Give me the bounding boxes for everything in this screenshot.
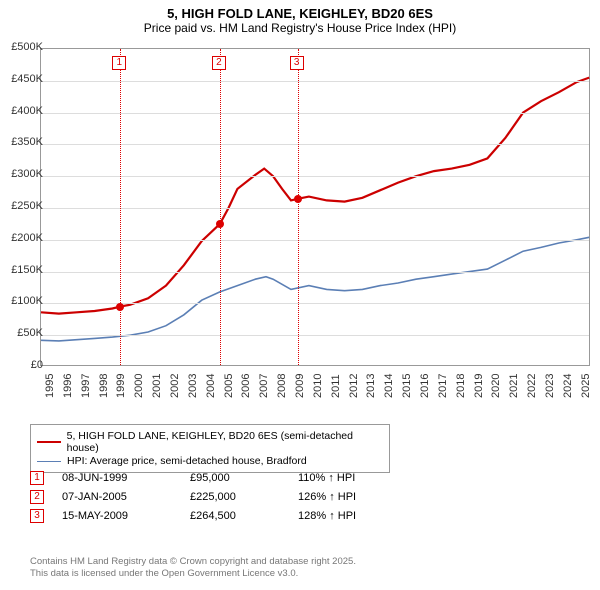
table-hpi: 110% ↑ HPI bbox=[298, 472, 355, 484]
title-line1: 5, HIGH FOLD LANE, KEIGHLEY, BD20 6ES bbox=[0, 6, 600, 21]
x-tick-label: 2007 bbox=[258, 374, 270, 398]
x-tick-label: 2009 bbox=[294, 374, 306, 398]
event-vline bbox=[120, 49, 121, 365]
legend-swatch bbox=[37, 441, 61, 443]
table-marker: 3 bbox=[30, 509, 44, 523]
title-line2: Price paid vs. HM Land Registry's House … bbox=[0, 21, 600, 35]
x-tick-label: 2003 bbox=[187, 374, 199, 398]
gridline-h bbox=[41, 208, 589, 209]
x-tick-label: 1995 bbox=[44, 374, 56, 398]
gridline-h bbox=[41, 81, 589, 82]
title-block: 5, HIGH FOLD LANE, KEIGHLEY, BD20 6ES Pr… bbox=[0, 0, 600, 37]
event-marker-box: 3 bbox=[290, 56, 304, 70]
x-tick-label: 2008 bbox=[276, 374, 288, 398]
table-row: 2 07-JAN-2005 £225,000 126% ↑ HPI bbox=[30, 490, 356, 504]
y-tick-label: £100K bbox=[0, 295, 43, 307]
event-vline bbox=[220, 49, 221, 365]
event-marker-box: 2 bbox=[212, 56, 226, 70]
y-tick-label: £500K bbox=[0, 41, 43, 53]
x-tick-label: 2020 bbox=[490, 374, 502, 398]
table-date: 07-JAN-2005 bbox=[62, 491, 172, 503]
gridline-h bbox=[41, 113, 589, 114]
y-tick-label: £150K bbox=[0, 264, 43, 276]
price-table: 1 08-JUN-1999 £95,000 110% ↑ HPI 2 07-JAN-200… bbox=[30, 466, 356, 528]
table-row: 1 08-JUN-1999 £95,000 110% ↑ HPI bbox=[30, 471, 356, 485]
table-hpi: 128% ↑ HPI bbox=[298, 510, 356, 522]
x-tick-label: 2013 bbox=[365, 374, 377, 398]
x-tick-label: 1996 bbox=[62, 374, 74, 398]
table-price: £225,000 bbox=[190, 491, 280, 503]
x-tick-label: 1998 bbox=[98, 374, 110, 398]
table-hpi: 126% ↑ HPI bbox=[298, 491, 356, 503]
x-tick-label: 2001 bbox=[151, 374, 163, 398]
gridline-h bbox=[41, 240, 589, 241]
table-price: £95,000 bbox=[190, 472, 280, 484]
y-tick-label: £0 bbox=[0, 359, 43, 371]
x-tick-label: 2002 bbox=[169, 374, 181, 398]
y-tick-label: £350K bbox=[0, 136, 43, 148]
y-tick-label: £200K bbox=[0, 232, 43, 244]
event-point bbox=[294, 195, 302, 203]
x-tick-label: 2024 bbox=[562, 374, 574, 398]
x-tick-label: 2004 bbox=[205, 374, 217, 398]
gridline-h bbox=[41, 144, 589, 145]
x-tick-label: 2022 bbox=[526, 374, 538, 398]
chart-container: 5, HIGH FOLD LANE, KEIGHLEY, BD20 6ES Pr… bbox=[0, 0, 600, 590]
y-tick-label: £450K bbox=[0, 73, 43, 85]
x-tick-label: 2017 bbox=[437, 374, 449, 398]
x-tick-label: 2005 bbox=[223, 374, 235, 398]
x-tick-label: 1997 bbox=[80, 374, 92, 398]
x-tick-label: 2015 bbox=[401, 374, 413, 398]
gridline-h bbox=[41, 272, 589, 273]
x-tick-label: 2006 bbox=[240, 374, 252, 398]
x-tick-label: 2018 bbox=[455, 374, 467, 398]
x-tick-label: 2021 bbox=[508, 374, 520, 398]
y-tick-label: £300K bbox=[0, 168, 43, 180]
y-tick-label: £400K bbox=[0, 105, 43, 117]
event-point bbox=[116, 303, 124, 311]
event-vline bbox=[298, 49, 299, 365]
legend-label: 5, HIGH FOLD LANE, KEIGHLEY, BD20 6ES (s… bbox=[67, 430, 383, 454]
gridline-h bbox=[41, 176, 589, 177]
x-tick-label: 2025 bbox=[580, 374, 592, 398]
x-tick-label: 1999 bbox=[115, 374, 127, 398]
x-tick-label: 2012 bbox=[348, 374, 360, 398]
x-tick-label: 2014 bbox=[383, 374, 395, 398]
x-tick-label: 2023 bbox=[544, 374, 556, 398]
x-tick-label: 2010 bbox=[312, 374, 324, 398]
table-row: 3 15-MAY-2009 £264,500 128% ↑ HPI bbox=[30, 509, 356, 523]
y-tick-label: £250K bbox=[0, 200, 43, 212]
x-tick-label: 2011 bbox=[330, 374, 342, 398]
attribution: Contains HM Land Registry data © Crown c… bbox=[30, 556, 356, 581]
x-tick-label: 2019 bbox=[473, 374, 485, 398]
series-hpi bbox=[41, 237, 589, 341]
table-date: 08-JUN-1999 bbox=[62, 472, 172, 484]
event-point bbox=[216, 220, 224, 228]
plot-area bbox=[40, 48, 590, 366]
table-date: 15-MAY-2009 bbox=[62, 510, 172, 522]
x-tick-label: 2016 bbox=[419, 374, 431, 398]
table-marker: 1 bbox=[30, 471, 44, 485]
event-marker-box: 1 bbox=[112, 56, 126, 70]
table-marker: 2 bbox=[30, 490, 44, 504]
x-tick-label: 2000 bbox=[133, 374, 145, 398]
attribution-line1: Contains HM Land Registry data © Crown c… bbox=[30, 556, 356, 568]
legend-row: 5, HIGH FOLD LANE, KEIGHLEY, BD20 6ES (s… bbox=[37, 430, 383, 454]
table-price: £264,500 bbox=[190, 510, 280, 522]
attribution-line2: This data is licensed under the Open Gov… bbox=[30, 568, 356, 580]
gridline-h bbox=[41, 335, 589, 336]
y-tick-label: £50K bbox=[0, 327, 43, 339]
legend-swatch bbox=[37, 461, 61, 462]
